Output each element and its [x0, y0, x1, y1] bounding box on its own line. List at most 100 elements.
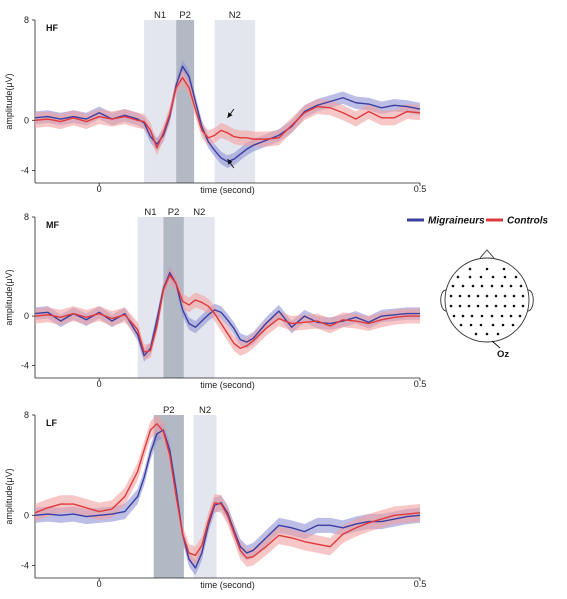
electrode-dot [470, 314, 474, 318]
x-axis-label-hf: time (second) [200, 185, 255, 195]
electrode-dot [521, 304, 525, 308]
band-controls-lf [35, 415, 420, 567]
electrode-dot [509, 314, 513, 318]
head-nose [479, 249, 495, 259]
electrode-dot [476, 294, 480, 298]
y-tick-label-mf: 0 [24, 311, 29, 321]
y-tick-label-hf: 0 [24, 115, 29, 125]
window-label-n1-hf: N1 [154, 10, 166, 21]
line-migraineurs-lf [34, 429, 421, 569]
electrode-dot [461, 314, 465, 318]
electrode-dot [521, 294, 525, 298]
electrode-dot [467, 304, 471, 308]
electrode-dot [456, 275, 460, 279]
electrode-dot [485, 267, 489, 271]
x-tick-label-mf: 0 [97, 379, 102, 389]
electrode-dot [501, 323, 505, 327]
window-p2-hf [176, 20, 195, 183]
panel-hf: N1 P2 N2 8 0 -4 0 0.5 time (second) amplitude(μV)… [4, 10, 426, 195]
electrode-dot [503, 275, 507, 279]
erp-panels: N1 P2 N2 8 0 -4 0 0.5 time (second) amplitude(μV)… [4, 10, 426, 590]
electrode-dot [479, 323, 483, 327]
electrode-dot [458, 294, 462, 298]
electrode-dots [449, 267, 525, 336]
electrode-head-map: Oz [440, 249, 534, 360]
window-label-n2-lf: N2 [199, 405, 211, 416]
electrode-dot [459, 323, 463, 327]
x-tick-label-hf: 0 [97, 184, 102, 194]
panel-mf: N1 P2 N2 8 0 -4 0 0.5 time (second) amplitude(μV)… [4, 207, 426, 390]
electrode-dot [496, 332, 500, 336]
electrode-dot [509, 284, 513, 288]
y-tick-label-hf: 8 [24, 15, 29, 25]
electrode-dot [471, 284, 475, 288]
electrode-dot [494, 304, 498, 308]
electrode-dot [491, 323, 495, 327]
electrode-dot [479, 275, 483, 279]
y-tick-label-hf: -4 [21, 165, 29, 175]
window-label-p2-mf: P2 [168, 207, 180, 218]
head-right-ear [527, 289, 534, 312]
electrode-dot [519, 284, 523, 288]
y-tick-label-mf: 8 [24, 212, 29, 222]
electrode-dot [461, 284, 465, 288]
y-tick-label-lf: 8 [24, 410, 29, 420]
electrode-dot [485, 304, 489, 308]
window-label-n2-mf: N2 [193, 207, 205, 218]
line-controls-mf [34, 274, 420, 353]
electrode-dot [494, 294, 498, 298]
electrode-dot [485, 332, 489, 336]
panel-lf: P2 N2 8 0 -4 0 0.5 time (second) amplitude(μV) LF [4, 405, 426, 590]
x-tick-label-lf: 0 [97, 579, 102, 589]
x-tick-label-mf: 0.5 [414, 379, 427, 389]
x-axis-label-mf: time (second) [200, 380, 255, 390]
electrode-dot [490, 284, 494, 288]
electrode-dot [452, 314, 456, 318]
electrode-dot [485, 294, 489, 298]
electrode-dot [467, 294, 471, 298]
y-axis-label-lf: amplitude(μV) [4, 468, 14, 524]
x-axis-label-lf: time (second) [200, 580, 255, 590]
legend-label-controls: Controls [507, 216, 549, 227]
band-migraineurs-lf [35, 422, 420, 576]
electrode-dot [518, 314, 522, 318]
line-controls-hf [34, 76, 421, 149]
electrode-dot [514, 275, 518, 279]
oz-label: Oz [497, 349, 509, 360]
electrode-dot [480, 284, 484, 288]
electrode-dot [503, 304, 507, 308]
electrode-dot [511, 323, 515, 327]
panel-label-hf: HF [46, 23, 58, 33]
window-label-p2-lf: P2 [163, 405, 175, 416]
arrow-head-1-hf [227, 159, 233, 165]
electrode-dot [512, 304, 516, 308]
electrode-dot [476, 304, 480, 308]
electrode-dot [500, 314, 504, 318]
y-tick-label-lf: -4 [21, 560, 29, 570]
electrode-dot [449, 304, 453, 308]
y-axis-label-mf: amplitude(μV) [4, 269, 14, 325]
window-label-n2-hf: N2 [229, 10, 241, 21]
electrode-dot [503, 294, 507, 298]
panel-label-lf: LF [46, 418, 57, 428]
head-outline [444, 257, 530, 343]
arrow-head-0-hf [227, 112, 233, 118]
x-tick-label-lf: 0.5 [414, 579, 427, 589]
electrode-dot [490, 314, 494, 318]
head-left-ear [440, 289, 447, 312]
electrode-dot [474, 332, 478, 336]
electrode-dot [451, 284, 455, 288]
window-label-p2-hf: P2 [179, 10, 191, 21]
legend-label-migraineurs: Migraineurs [428, 216, 485, 227]
y-tick-label-lf: 0 [24, 510, 29, 520]
oz-pointer [491, 340, 501, 349]
electrode-dot [449, 294, 453, 298]
window-label-n1-mf: N1 [144, 207, 156, 218]
band-controls-mf [35, 267, 420, 360]
electrode-dot [468, 275, 472, 279]
window-p2-mf [163, 217, 184, 378]
x-tick-label-hf: 0.5 [414, 184, 427, 194]
window-n2-lf [193, 415, 217, 578]
electrode-dot [480, 314, 484, 318]
